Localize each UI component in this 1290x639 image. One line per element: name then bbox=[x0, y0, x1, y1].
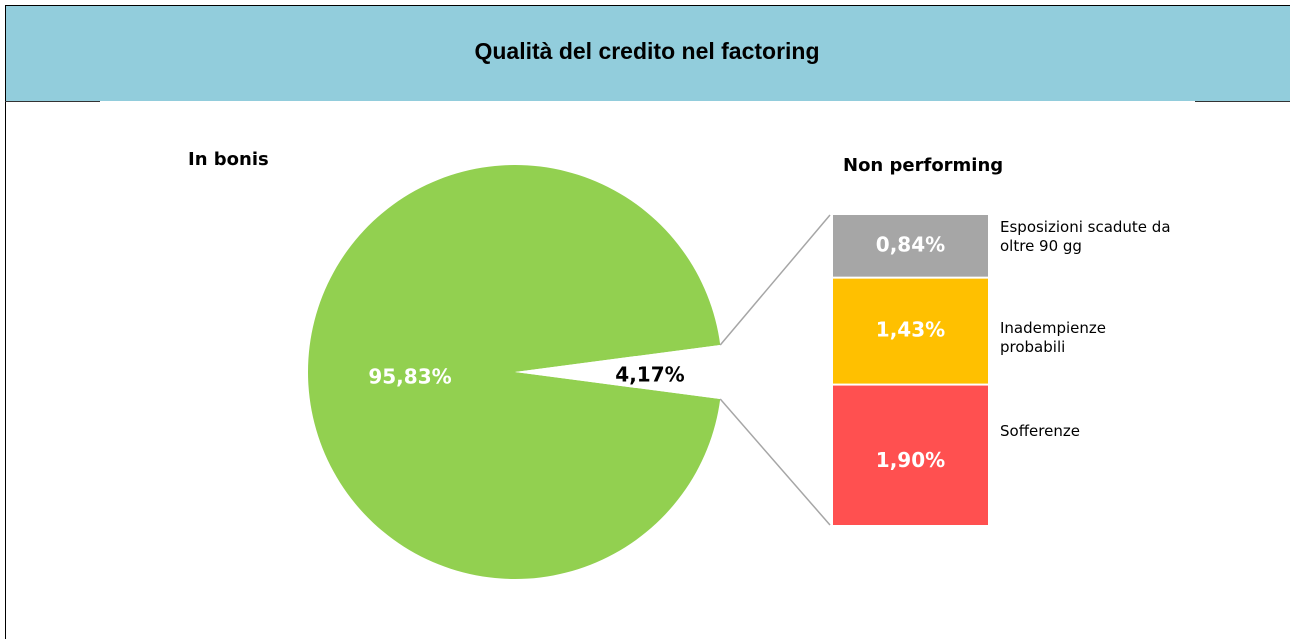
chart-title: Qualità del credito nel factoring bbox=[474, 38, 819, 64]
pie-slice bbox=[308, 164, 721, 579]
connector bbox=[719, 398, 831, 526]
value-label: 0,84% bbox=[876, 232, 945, 256]
bar-segment bbox=[833, 278, 988, 384]
legend-label: Esposizioni scadute da oltre 90 gg bbox=[1000, 218, 1171, 255]
value-label: 4,17% bbox=[615, 363, 684, 387]
category-label: In bonis bbox=[188, 149, 269, 170]
legend-label: Sofferenze bbox=[1000, 421, 1080, 440]
value-label: 1,90% bbox=[876, 448, 945, 472]
category-label: Non performing bbox=[843, 155, 1003, 176]
value-label: 95,83% bbox=[368, 365, 451, 389]
header-band bbox=[5, 5, 1290, 101]
legend-label: Inadempienze probabili bbox=[1000, 318, 1107, 356]
pie-slice bbox=[515, 344, 722, 400]
value-label: 1,43% bbox=[876, 318, 945, 342]
bar-segment bbox=[833, 215, 988, 277]
connector bbox=[719, 214, 831, 346]
bar-segment bbox=[833, 385, 988, 525]
